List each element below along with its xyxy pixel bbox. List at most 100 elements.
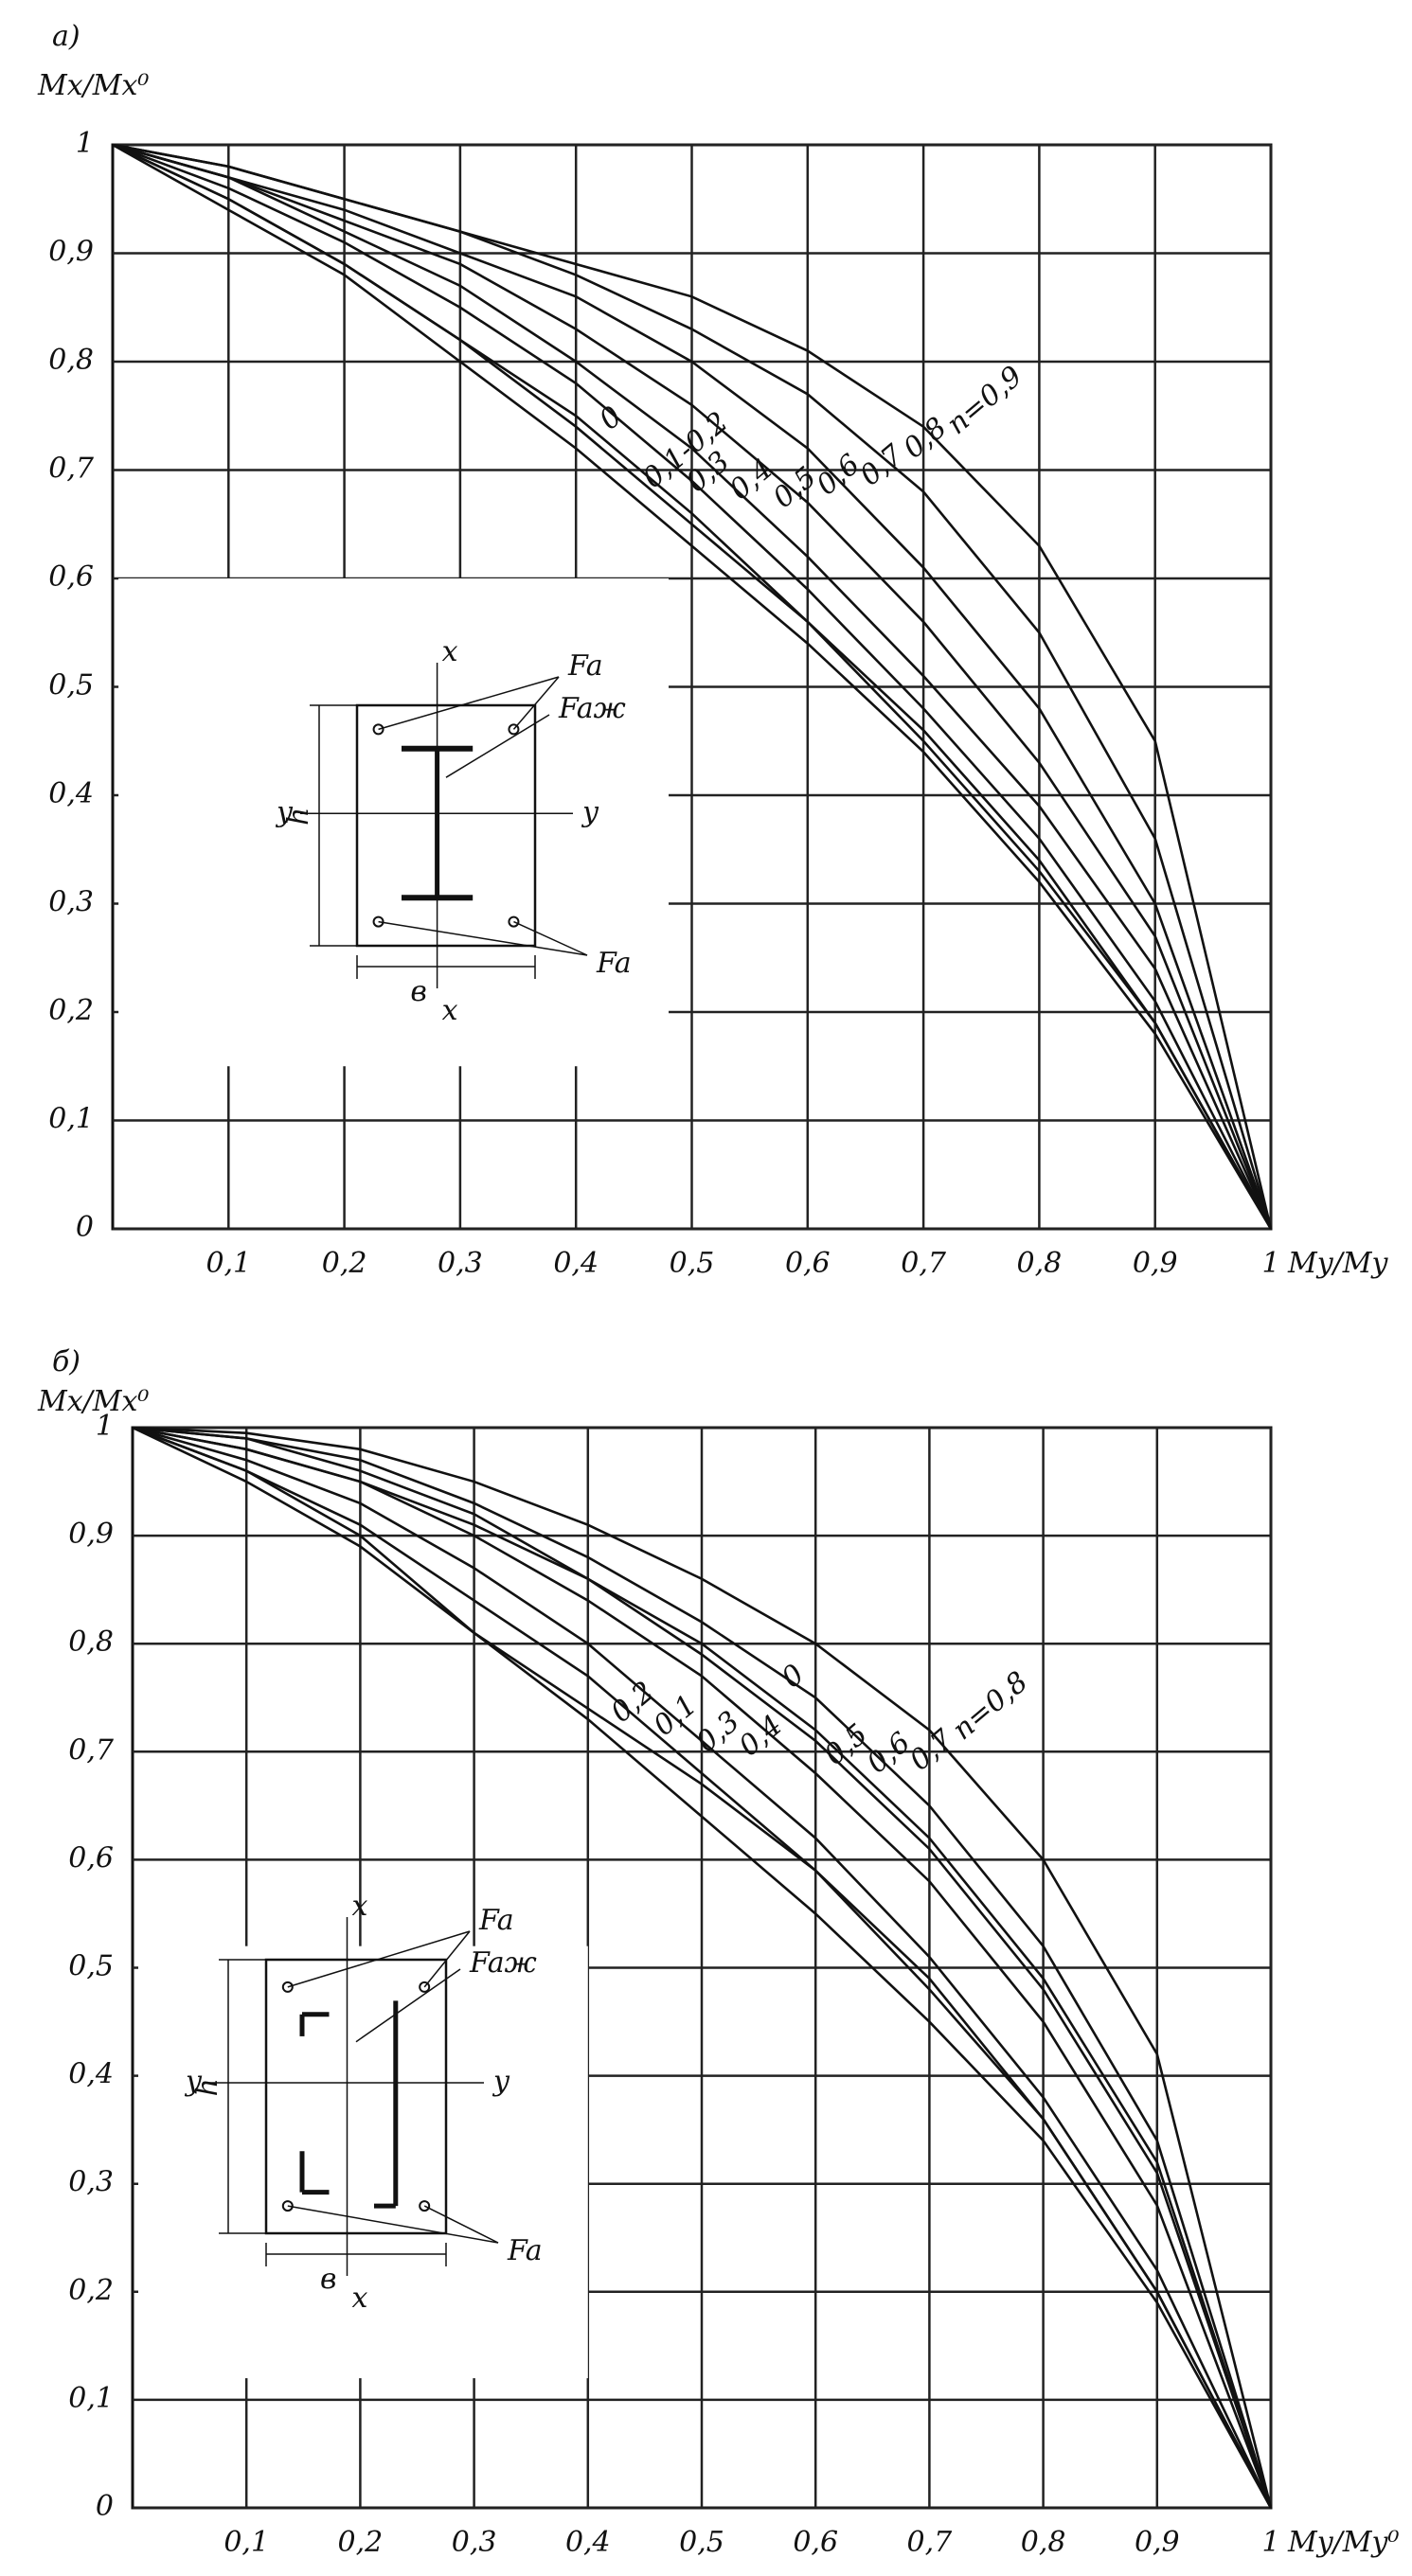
curve bbox=[112, 143, 1273, 1230]
inset-label: x bbox=[352, 1890, 368, 1923]
y-tick-label: 0 bbox=[76, 1211, 94, 1244]
curve bbox=[112, 143, 1273, 1230]
curve-label: 0,5 bbox=[767, 461, 823, 515]
x-tick-label: 0,7 bbox=[901, 1247, 947, 1280]
y-tick-label: 0,7 bbox=[48, 453, 95, 486]
curve-label: n=0,8 bbox=[946, 1665, 1034, 1747]
inset-line bbox=[512, 676, 560, 730]
curve bbox=[132, 1426, 1273, 2509]
inset-label: h bbox=[191, 2078, 224, 2096]
inset-line bbox=[287, 2205, 499, 2244]
y-tick-label: 0,1 bbox=[68, 2382, 114, 2415]
y-tick-label: 0,5 bbox=[68, 1950, 114, 1983]
inset-line bbox=[513, 920, 588, 956]
y-tick-label: 0,7 bbox=[68, 1733, 115, 1767]
curve-label: 0 bbox=[776, 1658, 811, 1695]
y-tick-label: 0,5 bbox=[48, 669, 94, 702]
y-tick-label: 0,9 bbox=[68, 1518, 114, 1551]
inset-line bbox=[423, 1930, 471, 1988]
inset-line bbox=[423, 2205, 499, 2244]
curve-label: 0,7 bbox=[903, 1723, 960, 1778]
curve bbox=[112, 143, 1273, 1230]
curve-label: n=0,9 bbox=[940, 360, 1028, 441]
y-tick-label: 0,4 bbox=[48, 777, 94, 810]
curve-label: 0 bbox=[593, 400, 628, 436]
curve bbox=[132, 1426, 1273, 2509]
curve bbox=[132, 1426, 1273, 2509]
curve bbox=[132, 1426, 1273, 2509]
inset-label: в bbox=[410, 975, 426, 1008]
y-tick-label: 0,3 bbox=[48, 886, 94, 919]
x-tick-label: 0,5 bbox=[679, 2526, 724, 2559]
y-tick-label: 0 bbox=[96, 2490, 114, 2523]
inset-label: y bbox=[492, 2065, 510, 2098]
inset-line bbox=[355, 1968, 461, 2043]
curve bbox=[112, 143, 1273, 1230]
y-tick-label: 0,8 bbox=[68, 1626, 114, 1659]
x-tick-label: 0,8 bbox=[1021, 2526, 1066, 2559]
inset-line bbox=[445, 714, 550, 778]
inset-label: Faж bbox=[469, 1946, 537, 1980]
curve bbox=[112, 143, 1273, 1230]
inset-line bbox=[378, 676, 560, 731]
y-tick-label: 0,8 bbox=[48, 344, 94, 377]
x-tick-label: 0,4 bbox=[565, 2526, 611, 2559]
curve-label: 0,4 bbox=[724, 453, 779, 506]
section-outline bbox=[264, 1958, 448, 2235]
inset-label: x bbox=[442, 635, 458, 668]
curve-label: 0,4 bbox=[733, 1709, 789, 1763]
inset-label: Fa bbox=[478, 1904, 514, 1937]
curve bbox=[132, 1426, 1273, 2509]
inset-label: x bbox=[442, 994, 458, 1027]
curve bbox=[132, 1426, 1273, 2509]
y-tick-label: 0,3 bbox=[68, 2166, 114, 2199]
x-tick-label: 0,5 bbox=[670, 1247, 715, 1280]
curve bbox=[112, 143, 1273, 1230]
x-tick-label: 0,2 bbox=[322, 1247, 367, 1280]
y-tick-label: 0,4 bbox=[68, 2058, 114, 2091]
curve bbox=[112, 143, 1273, 1230]
x-axis-label: My/My⁰ bbox=[1287, 2526, 1399, 2559]
inset-line bbox=[378, 920, 588, 956]
x-tick-label: 0,8 bbox=[1017, 1247, 1063, 1280]
x-tick-label: 0,3 bbox=[438, 1247, 483, 1280]
x-tick-label: 0,6 bbox=[793, 2526, 838, 2559]
panel-title: a) bbox=[52, 20, 80, 53]
inset-label: Fa bbox=[596, 947, 632, 980]
x-tick-label: 0,3 bbox=[452, 2526, 497, 2559]
x-tick-label: 1 bbox=[1261, 1247, 1279, 1280]
inset-background bbox=[138, 1945, 588, 2379]
x-tick-label: 0,4 bbox=[553, 1247, 599, 1280]
curve-label: 0,6 bbox=[811, 448, 867, 502]
inset-label: y bbox=[581, 795, 599, 828]
inset-label: Fa bbox=[567, 649, 603, 683]
x-tick-label: 0,2 bbox=[338, 2526, 384, 2559]
inset-label: в bbox=[320, 2263, 336, 2296]
y-axis-label: Mx/Mx⁰ bbox=[37, 1385, 149, 1418]
y-tick-label: 0,2 bbox=[68, 2274, 114, 2307]
inset-label: Fa bbox=[507, 2234, 543, 2267]
x-tick-label: 0,7 bbox=[907, 2526, 954, 2559]
y-tick-label: 0,6 bbox=[48, 560, 94, 594]
inset-background bbox=[118, 578, 670, 1067]
y-axis-label: Mx/Mx⁰ bbox=[37, 69, 149, 102]
inset-label: x bbox=[352, 2282, 368, 2315]
inset-line bbox=[287, 1930, 471, 1988]
section-outline bbox=[355, 703, 537, 948]
x-tick-label: 0,6 bbox=[785, 1247, 831, 1280]
x-tick-label: 0,9 bbox=[1133, 1247, 1178, 1280]
inset-label: Faж bbox=[558, 692, 626, 725]
x-tick-label: 1 bbox=[1261, 2526, 1279, 2559]
x-tick-label: 0,9 bbox=[1135, 2526, 1180, 2559]
panel-title: б) bbox=[52, 1345, 80, 1378]
inset-label: h bbox=[282, 808, 315, 826]
curve bbox=[132, 1426, 1273, 2509]
y-tick-label: 1 bbox=[76, 127, 94, 160]
inset-label: y bbox=[275, 795, 294, 828]
y-tick-label: 1 bbox=[96, 1410, 114, 1443]
y-tick-label: 0,9 bbox=[48, 236, 94, 269]
inset-label: y bbox=[184, 2065, 203, 2098]
